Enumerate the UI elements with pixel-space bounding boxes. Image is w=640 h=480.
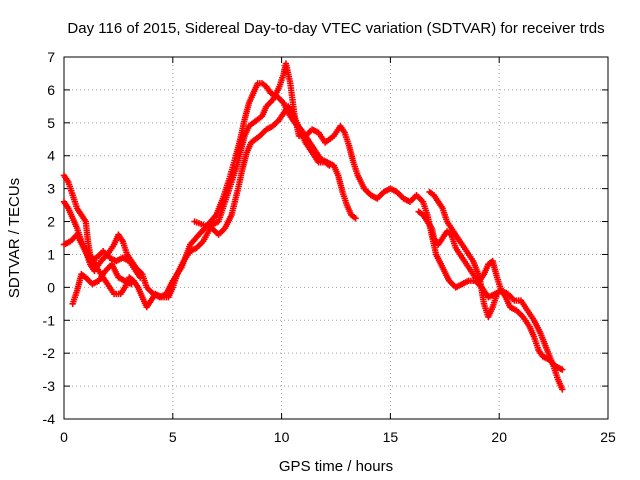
data-point [493, 290, 501, 298]
y-tick-label: -3 [43, 378, 56, 394]
data-point [128, 280, 135, 288]
y-axis-label: SDTVAR / TECUs [6, 178, 23, 298]
axis-ticks [63, 56, 609, 420]
y-tick-label: 1 [47, 246, 55, 262]
series-track-c [60, 103, 566, 373]
chart-title: Day 116 of 2015, Sidereal Day-to-day VTE… [67, 20, 604, 37]
x-axis-label: GPS time / hours [279, 458, 393, 475]
x-tick-label: 15 [383, 429, 399, 445]
x-tick-labels: 0 5 10 15 20 25 [60, 429, 616, 445]
x-tick-label: 10 [274, 429, 290, 445]
y-tick-label: -2 [43, 345, 56, 361]
data-point [352, 215, 359, 222]
y-tick-labels: -4 -3 -2 -1 0 1 2 3 4 5 6 7 [43, 49, 56, 427]
x-tick-label: 5 [169, 429, 177, 445]
y-tick-label: 3 [47, 181, 55, 197]
data-point [326, 162, 333, 169]
y-tick-label: 4 [47, 148, 55, 164]
data-point [559, 366, 566, 373]
data-point [136, 274, 144, 281]
y-tick-label: 6 [47, 82, 55, 98]
data-point [559, 386, 566, 393]
x-tick-label: 0 [60, 429, 68, 445]
y-tick-label: -4 [43, 411, 56, 427]
y-tick-label: 7 [47, 49, 55, 65]
grid-lines [64, 57, 608, 419]
y-tick-label: 0 [47, 279, 55, 295]
plot-frame [63, 56, 609, 420]
x-tick-label: 20 [491, 429, 507, 445]
y-tick-label: 5 [47, 115, 55, 131]
y-tick-label: 2 [47, 214, 55, 230]
y-tick-label: -1 [43, 312, 56, 328]
data-points [60, 60, 566, 393]
x-tick-label: 25 [600, 429, 616, 445]
